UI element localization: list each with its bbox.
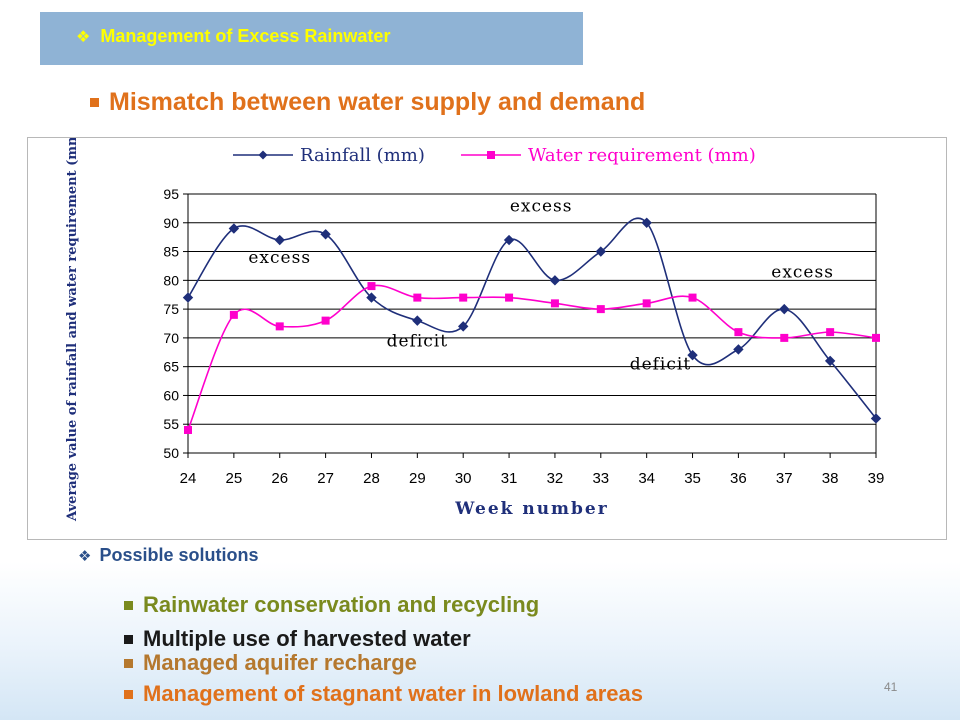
y-tick-label: 55 <box>163 416 179 432</box>
x-tick-label: 39 <box>868 470 885 487</box>
x-tick-label: 25 <box>226 470 243 487</box>
solution-item: Multiple use of harvested water <box>124 626 471 652</box>
rainfall-point <box>366 292 377 303</box>
water-requirement-point <box>826 328 835 337</box>
subtitle-text: Mismatch between water supply and demand <box>109 88 646 116</box>
rainfall-point <box>503 234 515 246</box>
solution-text: Management of stagnant water in lowland … <box>143 681 643 706</box>
header-banner: ❖ Management of Excess Rainwater <box>40 12 583 65</box>
x-tick-label: 35 <box>684 470 701 487</box>
solution-text: Managed aquifer recharge <box>143 650 417 675</box>
water-requirement-point <box>505 293 514 302</box>
solution-text: Rainwater conservation and recycling <box>143 592 540 617</box>
rainfall-point <box>687 349 698 361</box>
water-requirement-point <box>688 293 697 302</box>
page-number: 41 <box>884 680 898 694</box>
y-tick-label: 75 <box>163 301 179 317</box>
chart-frame: Rainfall (mm) Water requirement (mm) 50 5… <box>27 137 947 540</box>
rainfall-point <box>733 344 744 355</box>
x-tick-label: 38 <box>822 470 839 487</box>
possible-solutions-heading: ❖ Possible solutions <box>78 545 258 566</box>
rainfall-point <box>549 275 561 286</box>
y-tick-label: 70 <box>163 330 179 346</box>
rainfall-point <box>320 229 331 240</box>
y-tick-label: 80 <box>163 272 179 288</box>
x-tick-label: 26 <box>271 470 288 487</box>
slide-subtitle: Mismatch between water supply and demand <box>90 88 645 117</box>
solution-item: Management of stagnant water in lowland … <box>124 681 643 707</box>
banner-title: ❖ Management of Excess Rainwater <box>76 26 390 47</box>
y-tick-label: 65 <box>163 359 179 375</box>
solution-item: Managed aquifer recharge <box>124 650 417 676</box>
x-tick-label: 28 <box>363 470 380 487</box>
rainfall-point <box>182 292 194 303</box>
chart-legend: Rainfall (mm) Water requirement (mm) <box>233 145 756 166</box>
rainfall-point <box>595 246 607 257</box>
square-bullet-icon <box>124 658 133 668</box>
x-tick-label: 36 <box>730 470 747 487</box>
legend-rainfall-label: Rainfall (mm) <box>300 145 425 166</box>
x-tick-label: 24 <box>180 470 197 487</box>
possible-solutions-text: Possible solutions <box>99 545 259 565</box>
rainfall-point <box>412 315 423 326</box>
water-requirement-point <box>367 282 376 291</box>
y-tick-label: 50 <box>163 445 179 461</box>
x-tick-label: 31 <box>501 470 518 487</box>
water-requirement-point <box>229 310 238 319</box>
y-tick-label: 90 <box>163 215 179 231</box>
annotation-label: excess <box>248 248 311 268</box>
x-tick-label: 32 <box>547 470 564 487</box>
rainfall-series-line <box>187 217 877 419</box>
water-requirement-point <box>734 328 743 337</box>
diamond-bullet-icon: ❖ <box>76 28 91 46</box>
rainfall-point <box>870 413 882 424</box>
water-requirement-point <box>459 293 468 302</box>
water-requirement-point <box>780 333 789 342</box>
x-tick-label: 30 <box>455 470 472 487</box>
annotation-label: excess <box>771 262 834 282</box>
water-requirement-point <box>550 299 559 308</box>
x-tick-label: 33 <box>592 470 609 487</box>
rainfall-point <box>779 303 790 315</box>
legend-rainfall-marker <box>258 150 268 160</box>
annotation-label: deficit <box>387 332 448 352</box>
rainfall-point <box>824 355 836 367</box>
square-bullet-icon <box>124 600 133 610</box>
water-requirement-point <box>275 322 284 331</box>
rainfall-point <box>457 321 469 332</box>
rainfall-point <box>228 223 240 234</box>
banner-title-text: Management of Excess Rainwater <box>100 26 391 46</box>
diamond-bullet-icon: ❖ <box>78 547 92 565</box>
water-requirement-point <box>184 425 192 434</box>
rainfall-point <box>274 234 285 246</box>
x-tick-label: 29 <box>409 470 426 487</box>
y-tick-label: 60 <box>163 387 179 403</box>
x-tick-label: 27 <box>317 470 334 487</box>
solution-text: Multiple use of harvested water <box>143 626 471 651</box>
rainfall-point <box>641 217 652 228</box>
square-bullet-icon <box>90 98 99 107</box>
plot-area: 50 55 60 65 70 75 80 85 90 95 24 25 26 27 28 29 30 31 32 33… <box>163 186 884 487</box>
line-chart: Rainfall (mm) Water requirement (mm) 505… <box>65 138 884 522</box>
square-bullet-icon <box>124 634 133 644</box>
water-requirement-point <box>596 305 605 314</box>
water-requirement-point <box>642 299 651 308</box>
y-tick-label: 85 <box>163 244 179 260</box>
water-requirement-point <box>872 333 880 342</box>
annotation-label: deficit <box>630 355 691 375</box>
y-axis-label: Average value of rainfall and water requ… <box>65 138 80 522</box>
x-axis-label: Week number <box>454 499 608 519</box>
y-tick-label: 95 <box>163 186 179 202</box>
water-requirement-point <box>321 316 330 325</box>
annotation-label: excess <box>510 196 573 216</box>
solution-item: Rainwater conservation and recycling <box>124 592 539 618</box>
legend-water-label: Water requirement (mm) <box>528 145 756 166</box>
chart-annotations: excess deficit excess deficit excess <box>248 196 834 375</box>
square-bullet-icon <box>124 689 133 699</box>
x-tick-label: 34 <box>638 470 655 487</box>
water-requirement-point <box>413 293 422 302</box>
water-requirement-series-line <box>187 284 877 431</box>
legend-water-marker <box>487 151 495 159</box>
x-tick-label: 37 <box>776 470 793 487</box>
